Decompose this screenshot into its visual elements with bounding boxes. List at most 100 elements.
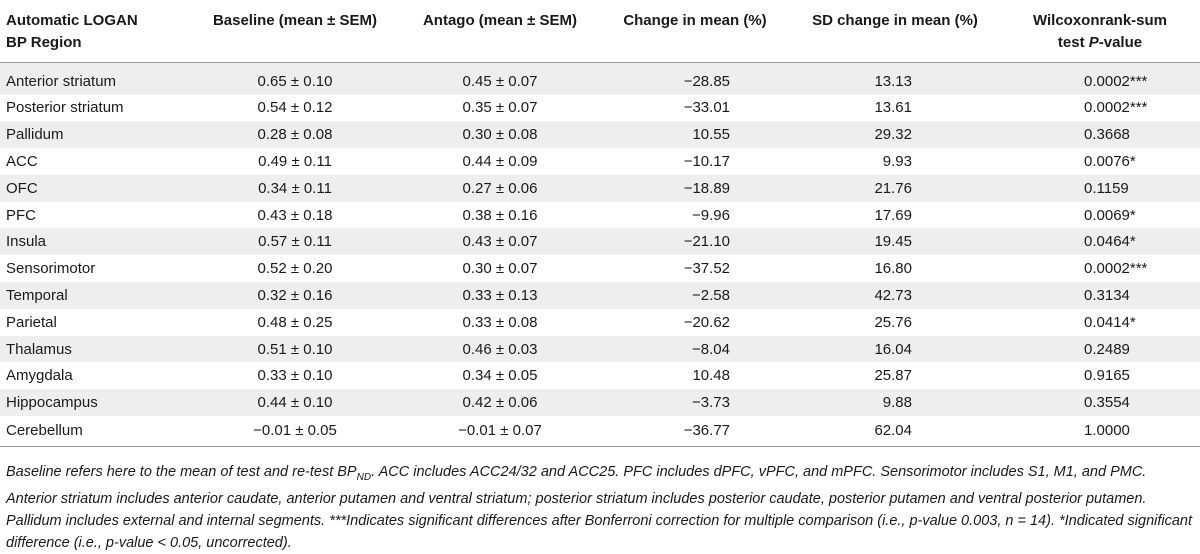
cell-antago: 0.35 ± 0.07 — [462, 99, 538, 117]
cell-baseline: 0.44 ± 0.10 — [190, 389, 400, 417]
cell-sd-change: 62.04 — [790, 416, 1000, 447]
cell-sd-change: 25.87 — [874, 367, 912, 385]
cell-region: Amygdala — [6, 367, 73, 385]
table-row: ACC 0.49 ± 0.11 0.44 ± 0.09 −10.17 9.93 0.007… — [0, 148, 1200, 175]
cell-baseline: 0.65 ± 0.10 — [190, 62, 400, 95]
table-row: Amygdala 0.33 ± 0.10 0.34 ± 0.05 10.48 25.87… — [0, 362, 1200, 389]
cell-p-value: 0.0464* — [1000, 228, 1200, 256]
cell-baseline: 0.48 ± 0.25 — [257, 313, 333, 331]
cell-region: ACC — [6, 152, 38, 170]
cell-change: −37.52 — [683, 260, 730, 278]
cell-p-value: 0.0069* — [1084, 206, 1136, 224]
header-region: Automatic LOGAN BP Region — [0, 0, 190, 63]
cell-sd-change: 25.76 — [874, 313, 912, 331]
cell-p-value: 0.0076* — [1084, 152, 1136, 170]
cell-change: −20.62 — [683, 313, 730, 331]
cell-p-value: 0.2489 — [1000, 335, 1200, 363]
cell-region: Parietal — [6, 313, 57, 331]
cell-baseline: 0.49 ± 0.11 — [258, 152, 332, 170]
cell-change: −28.85 — [600, 62, 790, 95]
cell-sd-change: 17.69 — [874, 206, 912, 224]
table-row: Posterior striatum 0.54 ± 0.12 0.35 ± 0.07… — [0, 95, 1200, 122]
table-footnote: Baseline refers here to the mean of test… — [0, 447, 1200, 554]
table-row: Temporal 0.32 ± 0.16 0.33 ± 0.13 −2.58 42.73… — [0, 282, 1200, 309]
cell-sd-change: 19.45 — [790, 228, 1000, 256]
cell-sd-change: 9.93 — [882, 152, 912, 170]
cell-sd-change: 29.32 — [790, 121, 1000, 149]
cell-change: −36.77 — [600, 416, 790, 447]
table-row: OFC 0.34 ± 0.11 0.27 ± 0.06 −18.89 21.76 0.11… — [0, 174, 1200, 202]
cell-sd-change: 9.88 — [790, 389, 1000, 417]
footnote-part1: Baseline refers here to the mean of test… — [6, 463, 357, 480]
cell-antago: 0.34 ± 0.05 — [462, 367, 538, 385]
cell-antago: 0.30 ± 0.07 — [462, 260, 538, 278]
cell-region: Posterior striatum — [6, 99, 124, 117]
cell-antago: 0.45 ± 0.07 — [400, 62, 600, 95]
cell-p-value: 1.0000 — [1000, 416, 1200, 447]
cell-change: 10.55 — [600, 121, 790, 149]
table-row: Thalamus 0.51 ± 0.10 0.46 ± 0.03 −8.04 16.04… — [0, 335, 1200, 363]
table-row: Anterior striatum 0.65 ± 0.10 0.45 ± 0.07−… — [0, 62, 1200, 95]
cell-baseline: 0.32 ± 0.16 — [190, 282, 400, 309]
cell-change: −21.10 — [600, 228, 790, 256]
table-row: PFC 0.43 ± 0.18 0.38 ± 0.16 −9.96 17.69 0.006… — [0, 202, 1200, 229]
cell-region: Cerebellum — [0, 416, 190, 447]
footnote-subscript: ND — [356, 471, 372, 483]
cell-change: −3.73 — [600, 389, 790, 417]
cell-antago: 0.27 ± 0.06 — [400, 174, 600, 202]
cell-antago: 0.33 ± 0.08 — [462, 313, 538, 331]
header-baseline: Baseline (mean ± SEM) — [190, 0, 400, 63]
header-region-line1: Automatic LOGAN — [6, 12, 138, 29]
header-wilcoxon-line2-suffix: -value — [1098, 34, 1143, 51]
cell-region: Anterior striatum — [0, 62, 190, 95]
cell-p-value: 0.3554 — [1000, 389, 1200, 417]
cell-baseline: 0.54 ± 0.12 — [257, 99, 333, 117]
cell-p-value: 0.0002*** — [1084, 260, 1148, 278]
table-row: Insula 0.57 ± 0.11 0.43 ± 0.07 −21.10 19.45 0… — [0, 228, 1200, 256]
header-row: Automatic LOGAN BP Region Baseline (mean … — [0, 0, 1200, 63]
cell-region: Temporal — [0, 282, 190, 309]
cell-region: Sensorimotor — [6, 260, 96, 278]
cell-antago: 0.42 ± 0.06 — [400, 389, 600, 417]
cell-p-value: 0.3668 — [1000, 121, 1200, 149]
cell-p-value: 0.9165 — [1084, 367, 1130, 385]
cell-baseline: 0.43 ± 0.18 — [257, 206, 333, 224]
cell-p-value: 0.0002*** — [1084, 99, 1148, 117]
cell-antago: 0.38 ± 0.16 — [462, 206, 538, 224]
cell-region: OFC — [0, 174, 190, 202]
table-row: Hippocampus 0.44 ± 0.10 0.42 ± 0.06 −3.73 9.… — [0, 389, 1200, 417]
cell-sd-change: 42.73 — [790, 282, 1000, 309]
results-table: Automatic LOGAN BP Region Baseline (mean … — [0, 0, 1200, 447]
cell-baseline: 0.33 ± 0.10 — [257, 367, 333, 385]
header-region-line2: BP Region — [6, 34, 82, 51]
cell-baseline: 0.34 ± 0.11 — [190, 174, 400, 202]
cell-antago: 0.44 ± 0.09 — [462, 152, 538, 170]
cell-region: Hippocampus — [0, 389, 190, 417]
cell-region: Insula — [0, 228, 190, 256]
table-row: Pallidum 0.28 ± 0.08 0.30 ± 0.08 10.55 29.32… — [0, 121, 1200, 149]
cell-region: Pallidum — [0, 121, 190, 149]
header-wilcoxon-line1: Wilcoxonrank-sum — [1032, 12, 1168, 29]
cell-sd-change: 13.61 — [874, 99, 912, 117]
table-header: Automatic LOGAN BP Region Baseline (mean … — [0, 0, 1200, 63]
cell-change: −8.04 — [600, 335, 790, 363]
cell-p-value: 0.0002*** — [1000, 62, 1200, 95]
cell-antago: 0.33 ± 0.13 — [400, 282, 600, 309]
cell-sd-change: 16.80 — [874, 260, 912, 278]
cell-antago: 0.46 ± 0.03 — [400, 335, 600, 363]
cell-change: −18.89 — [600, 174, 790, 202]
cell-p-value: 0.0414* — [1084, 313, 1136, 331]
cell-baseline: −0.01 ± 0.05 — [190, 416, 400, 447]
cell-change: −33.01 — [683, 99, 730, 117]
header-wilcoxon-line2-prefix: test — [1057, 34, 1089, 51]
footnote-part2: . ACC includes ACC24/32 and ACC25. PFC i… — [6, 463, 1193, 552]
cell-sd-change: 13.13 — [790, 62, 1000, 95]
table-row: Sensorimotor 0.52 ± 0.20 0.30 ± 0.07 −37.52… — [0, 255, 1200, 282]
cell-sd-change: 21.76 — [790, 174, 1000, 202]
cell-region: Thalamus — [0, 335, 190, 363]
cell-p-value: 0.3134 — [1000, 282, 1200, 309]
header-antago: Antago (mean ± SEM) — [400, 0, 600, 63]
cell-sd-change: 16.04 — [790, 335, 1000, 363]
table-row: Parietal 0.48 ± 0.25 0.33 ± 0.08 −20.62 25.7… — [0, 309, 1200, 336]
